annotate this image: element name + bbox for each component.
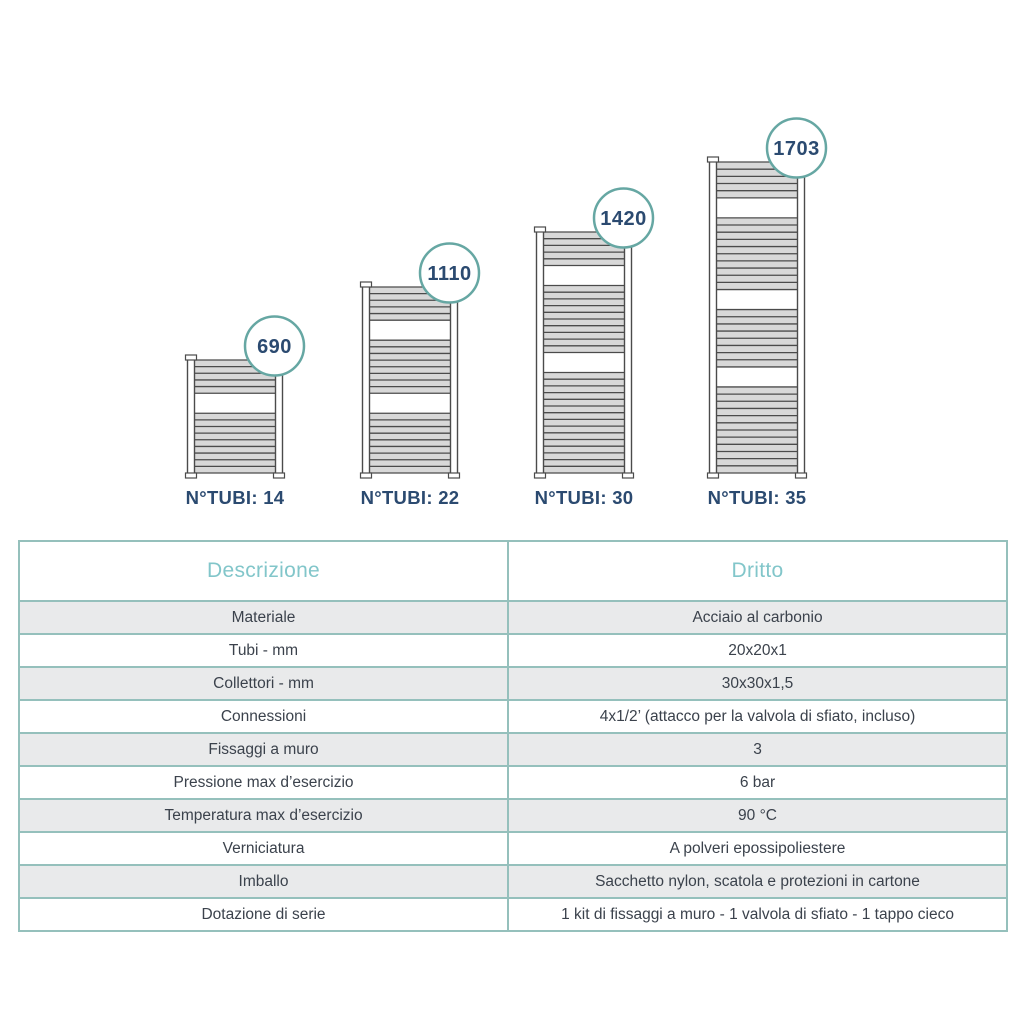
radiator-rail — [623, 227, 633, 478]
height-badge: 690 — [243, 315, 306, 377]
spec-name-cell: Dotazione di serie — [17, 897, 510, 932]
table-row: Verniciatura A polveri epossipoliestere — [17, 831, 1008, 866]
radiator-diagrams: 690 N°TUBI: 14 1110 N°TUBI: 22 1420 N°TUBI: 3… — [184, 117, 828, 508]
height-badge-value: 1420 — [600, 208, 647, 230]
spec-value-cell: Sacchetto nylon, scatola e protezioni in… — [507, 864, 1008, 899]
rail-top-cap — [359, 281, 373, 288]
radiator-rail — [186, 355, 196, 478]
spec-value-cell: 3 — [507, 732, 1008, 767]
table-header-row: Descrizione Dritto — [17, 540, 1008, 602]
radiator-illustration: 690 N°TUBI: 14 — [184, 315, 306, 508]
spec-value-cell: 90 °C — [507, 798, 1008, 833]
radiator-illustration: 1703 N°TUBI: 35 — [706, 117, 828, 508]
radiator-tubes — [193, 359, 277, 474]
table-row: Dotazione di serie 1 kit di fissaggi a mu… — [17, 897, 1008, 932]
radiator-rail — [796, 157, 806, 478]
spec-table: Descrizione Dritto Materiale Acciaio al c… — [17, 540, 1008, 932]
spec-name-cell: Pressione max d’esercizio — [17, 765, 510, 800]
radiator-tubes — [542, 231, 626, 474]
rail-bottom-cap — [184, 472, 198, 479]
table-row: Fissaggi a muro 3 — [17, 732, 1008, 767]
height-badge-value: 1110 — [427, 263, 471, 285]
table-row: Imballo Sacchetto nylon, scatola e protez… — [17, 864, 1008, 899]
spec-name-cell: Collettori - mm — [17, 666, 510, 701]
rail-top-cap — [533, 226, 547, 233]
spec-value-cell: 30x30x1,5 — [507, 666, 1008, 701]
radiator-rail — [535, 227, 545, 478]
radiator-tubes — [368, 286, 452, 474]
rail-bottom-cap — [621, 472, 635, 479]
rail-bottom-cap — [447, 472, 461, 479]
table-row: Connessioni 4x1/2’ (attacco per la valvol… — [17, 699, 1008, 734]
height-badge: 1703 — [765, 117, 828, 179]
rail-bottom-cap — [794, 472, 808, 479]
rail-bottom-cap — [359, 472, 373, 479]
radiator-illustration: 1110 N°TUBI: 22 — [359, 242, 481, 508]
table-header-descrizione: Descrizione — [17, 540, 510, 602]
spec-name-cell: Imballo — [17, 864, 510, 899]
height-badge-value: 690 — [257, 336, 292, 358]
spec-value-cell: 4x1/2’ (attacco per la valvola di sfiato… — [507, 699, 1008, 734]
table-row: Materiale Acciaio al carbonio — [17, 600, 1008, 635]
spec-value-cell: Acciaio al carbonio — [507, 600, 1008, 635]
spec-name-cell: Temperatura max d’esercizio — [17, 798, 510, 833]
tubi-count-label: N°TUBI: 22 — [361, 487, 460, 508]
spec-name-cell: Verniciatura — [17, 831, 510, 866]
radiator-rail — [708, 157, 718, 478]
rail-top-cap — [184, 354, 198, 361]
height-badge: 1110 — [418, 242, 481, 304]
spec-value-cell: 20x20x1 — [507, 633, 1008, 668]
spec-value-cell: 1 kit di fissaggi a muro - 1 valvola di … — [507, 897, 1008, 932]
rail-bottom-cap — [706, 472, 720, 479]
height-badge-value: 1703 — [773, 138, 820, 160]
spec-value-cell: A polveri epossipoliestere — [507, 831, 1008, 866]
spec-name-cell: Materiale — [17, 600, 510, 635]
rail-top-cap — [706, 156, 720, 163]
spec-name-cell: Fissaggi a muro — [17, 732, 510, 767]
radiator-tubes — [715, 161, 799, 474]
table-row: Collettori - mm 30x30x1,5 — [17, 666, 1008, 701]
radiator-rail — [361, 282, 371, 478]
spec-name-cell: Connessioni — [17, 699, 510, 734]
table-row: Tubi - mm 20x20x1 — [17, 633, 1008, 668]
radiator-illustration: 1420 N°TUBI: 30 — [533, 187, 655, 508]
rail-bottom-cap — [272, 472, 286, 479]
table-row: Temperatura max d’esercizio 90 °C — [17, 798, 1008, 833]
tubi-count-label: N°TUBI: 14 — [186, 487, 285, 508]
radiator-rail — [449, 282, 459, 478]
tubi-count-label: N°TUBI: 30 — [535, 487, 634, 508]
spec-name-cell: Tubi - mm — [17, 633, 510, 668]
rail-bottom-cap — [533, 472, 547, 479]
tubi-count-label: N°TUBI: 35 — [708, 487, 807, 508]
table-row: Pressione max d’esercizio 6 bar — [17, 765, 1008, 800]
spec-value-cell: 6 bar — [507, 765, 1008, 800]
height-badge: 1420 — [592, 187, 655, 249]
table-header-dritto: Dritto — [507, 540, 1008, 602]
